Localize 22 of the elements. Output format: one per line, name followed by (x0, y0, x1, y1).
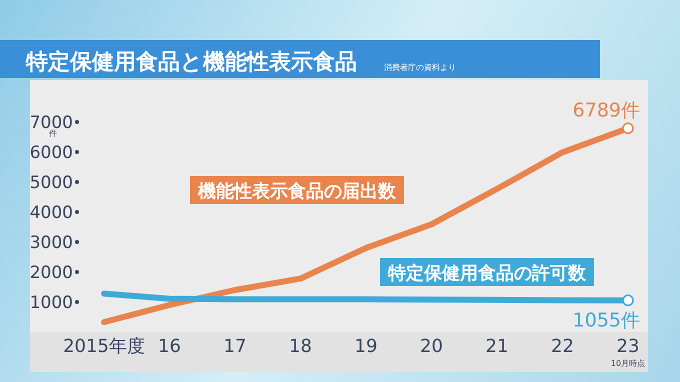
x-tick-label: 2015年度 (63, 336, 145, 357)
x-tick-label: 18 (289, 336, 312, 357)
x-tick-label: 20 (420, 336, 443, 357)
y-tick-label: 2000 (30, 263, 73, 283)
y-tick-label: 6000 (30, 143, 73, 163)
x-tick-label: 23 (616, 336, 640, 357)
y-tick-label: 3000 (30, 233, 73, 253)
series-label: 特定保健用食品の許可数 (387, 263, 587, 284)
x-tick-label: 22 (551, 336, 574, 357)
x-tick-label: 19 (354, 336, 378, 357)
chart-title: 特定保健用食品と機能性表示食品 (25, 49, 357, 75)
x-tick-label: 21 (486, 336, 508, 357)
text: 10月時点 (610, 359, 646, 368)
y-tick-label: 5000 (30, 173, 73, 193)
data-label: 1055件 (572, 309, 640, 332)
data-label: 6789件 (572, 99, 640, 122)
x-tick-label: 17 (224, 336, 246, 357)
text: 消費者庁の資料より (384, 63, 456, 72)
x-tick-label: 16 (158, 336, 181, 357)
series-label: 機能性表示食品の届出数 (197, 181, 397, 202)
y-tick-label: 1000 (30, 293, 73, 313)
y-tick-label: 4000 (30, 203, 73, 223)
